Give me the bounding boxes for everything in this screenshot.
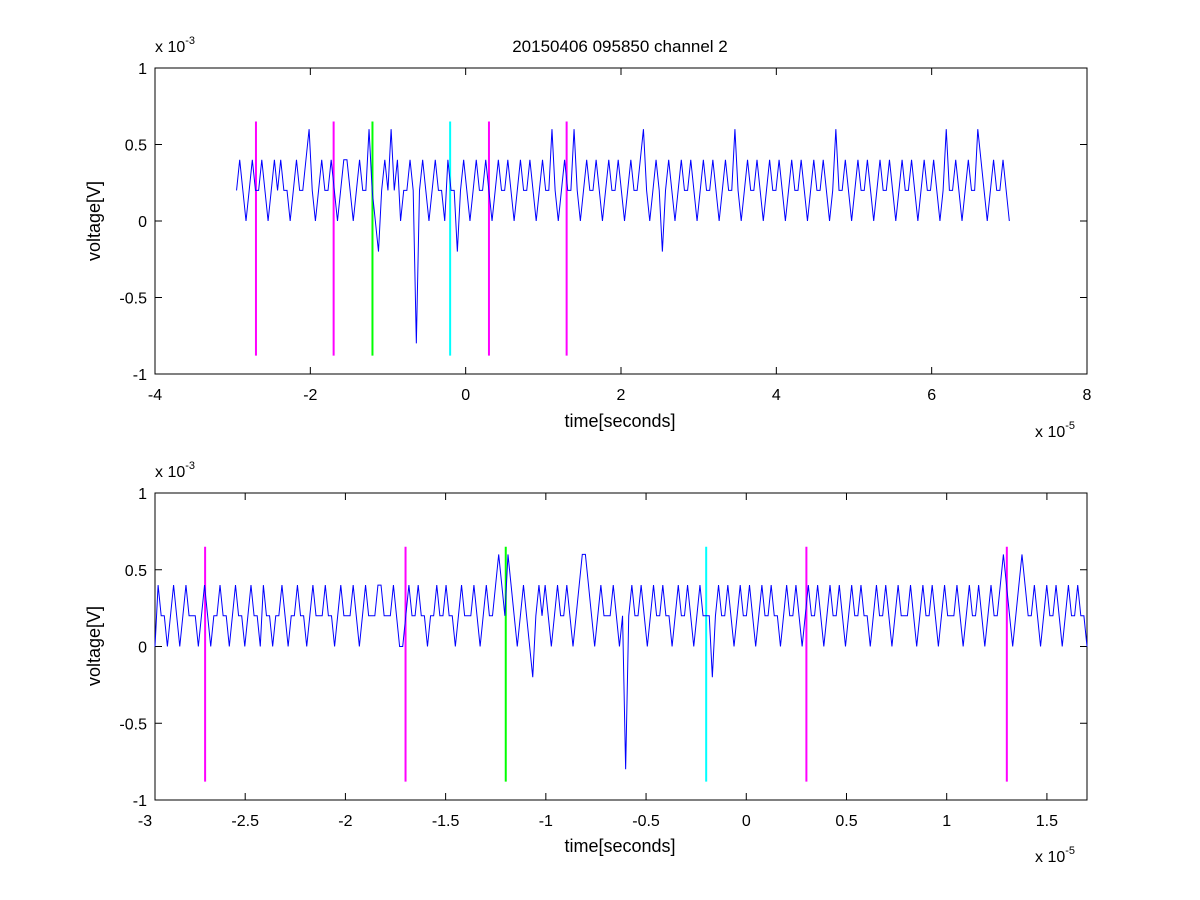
bottom-ticks: -3 -2.5 -2 -1.5 -1 -0.5 0 0.5 1 1.5 1 0.5 0 -0.5 -1: [119, 486, 1087, 830]
figure-title: 20150406 095850 channel 2: [512, 37, 728, 56]
top-x-multiplier-base: x 10: [1035, 424, 1065, 441]
top-y-tick-label: 0: [138, 214, 147, 231]
top-y-multiplier-exp: -3: [185, 35, 195, 47]
bottom-series: [154, 553, 1088, 770]
top-y-axis-label: voltage[V]: [84, 181, 104, 261]
top-markers: [254, 121, 568, 356]
top-series: [236, 129, 1010, 344]
bottom-x-multiplier: x 10-5: [1035, 845, 1075, 866]
top-y-tick-label: -1: [133, 367, 147, 384]
bottom-y-tick-label: -0.5: [119, 716, 147, 733]
bottom-x-tick-label: -1.5: [432, 813, 460, 830]
top-y-tick-label: 1: [138, 61, 147, 78]
top-x-tick-label: 4: [772, 387, 781, 404]
top-x-tick-label: -4: [148, 387, 162, 404]
bottom-y-axis-label: voltage[V]: [84, 606, 104, 686]
top-x-multiplier-exp: -5: [1065, 420, 1075, 432]
bottom-x-tick-label: -2.5: [231, 813, 259, 830]
bottom-x-multiplier-exp: -5: [1065, 845, 1075, 857]
bottom-x-tick-label: 1: [942, 813, 951, 830]
bottom-x-tick-label: -3: [138, 813, 152, 830]
top-y-tick-label: 0.5: [125, 138, 147, 155]
bottom-y-tick-label: 0.5: [125, 563, 147, 580]
top-x-tick-label: 8: [1083, 387, 1092, 404]
top-y-multiplier-base: x 10: [155, 39, 185, 56]
bottom-y-tick-label: -1: [133, 793, 147, 810]
bottom-y-multiplier-base: x 10: [155, 464, 185, 481]
bottom-y-tick-label: 0: [138, 640, 147, 657]
bottom-x-tick-label: -2: [338, 813, 352, 830]
bottom-signal-line: [154, 553, 1088, 770]
top-y-tick-label: -0.5: [119, 291, 147, 308]
top-ticks: -4 -2 0 2 4 6 8 1 0.5 0 -0.5 -1: [119, 61, 1091, 404]
bottom-subplot: -3 -2.5 -2 -1.5 -1 -0.5 0 0.5 1 1.5 1 0.5 0 -0.5 -1 ti…: [84, 460, 1088, 866]
top-x-tick-label: -2: [303, 387, 317, 404]
top-y-multiplier: x 10-3: [155, 35, 195, 56]
top-x-multiplier: x 10-5: [1035, 420, 1075, 441]
top-x-axis-label: time[seconds]: [564, 411, 675, 431]
bottom-x-tick-label: 0.5: [835, 813, 857, 830]
bottom-x-tick-label: 1.5: [1036, 813, 1058, 830]
bottom-x-multiplier-base: x 10: [1035, 849, 1065, 866]
top-x-tick-label: 6: [927, 387, 936, 404]
bottom-y-tick-label: 1: [138, 486, 147, 503]
bottom-x-axis-label: time[seconds]: [564, 836, 675, 856]
top-x-tick-label: 2: [617, 387, 626, 404]
bottom-y-multiplier: x 10-3: [155, 460, 195, 481]
bottom-x-tick-label: 0: [742, 813, 751, 830]
bottom-x-tick-label: -1: [539, 813, 553, 830]
top-signal-line: [236, 129, 1010, 344]
bottom-x-tick-label: -0.5: [632, 813, 660, 830]
top-subplot: -4 -2 0 2 4 6 8 1 0.5 0 -0.5 -1 time[seconds] volta…: [84, 35, 1092, 441]
top-x-tick-label: 0: [461, 387, 470, 404]
bottom-y-multiplier-exp: -3: [185, 460, 195, 472]
